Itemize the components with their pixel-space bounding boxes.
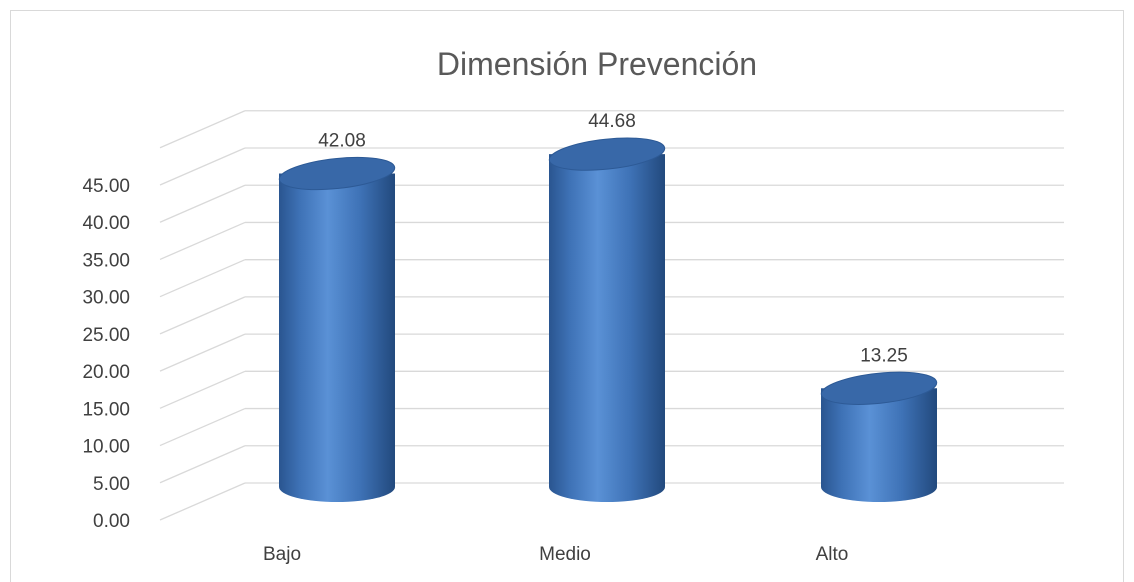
gridline-diagonal: [159, 407, 246, 447]
y-tick-label: 25.00: [82, 325, 130, 346]
category-label: Medio: [539, 544, 591, 565]
y-tick-label: 45.00: [82, 176, 130, 197]
bar-bajo: [278, 156, 396, 502]
y-tick-label: 15.00: [82, 399, 130, 420]
category-label: Alto: [816, 544, 849, 565]
gridline-diagonal: [159, 184, 246, 223]
bars: [278, 137, 938, 502]
bar-body: [279, 173, 395, 502]
y-tick-label: 0.00: [93, 511, 130, 532]
gridline-diagonal: [159, 110, 246, 149]
y-tick-label: 10.00: [82, 437, 130, 458]
bar-top: [820, 371, 938, 405]
value-label: 42.08: [318, 131, 366, 152]
y-tick-label: 35.00: [82, 250, 130, 271]
gridline-diagonal: [159, 221, 246, 261]
y-axis-ticks: 0.00 5.00 10.00 15.00 20.00 25.00 30.00 35.00 40…: [82, 176, 130, 532]
y-tick-label: 5.00: [93, 474, 130, 495]
bar-top: [278, 156, 396, 191]
y-tick-label: 20.00: [82, 362, 130, 383]
gridline-diagonal: [159, 296, 246, 335]
gridline-diagonal: [159, 333, 246, 372]
y-tick-label: 30.00: [82, 288, 130, 309]
gridline-diagonal: [159, 370, 246, 409]
value-label: 44.68: [588, 111, 636, 132]
bar-body: [821, 388, 937, 502]
gridline-diagonal: [159, 259, 246, 298]
x-axis-categories: Bajo Medio Alto: [263, 544, 848, 565]
gridline-diagonal: [159, 445, 246, 484]
bar-medio: [548, 137, 666, 502]
bar-top: [548, 137, 666, 171]
y-tick-label: 40.00: [82, 213, 130, 234]
value-labels: 42.08 44.68 13.25: [318, 111, 908, 366]
category-label: Bajo: [263, 544, 301, 565]
chart-title: Dimensión Prevención: [437, 46, 757, 82]
gridline-diagonal: [159, 147, 246, 186]
gridline-diagonal: [159, 482, 246, 521]
bar-alto: [820, 371, 938, 502]
value-label: 13.25: [860, 345, 908, 366]
bar-body: [549, 154, 665, 502]
